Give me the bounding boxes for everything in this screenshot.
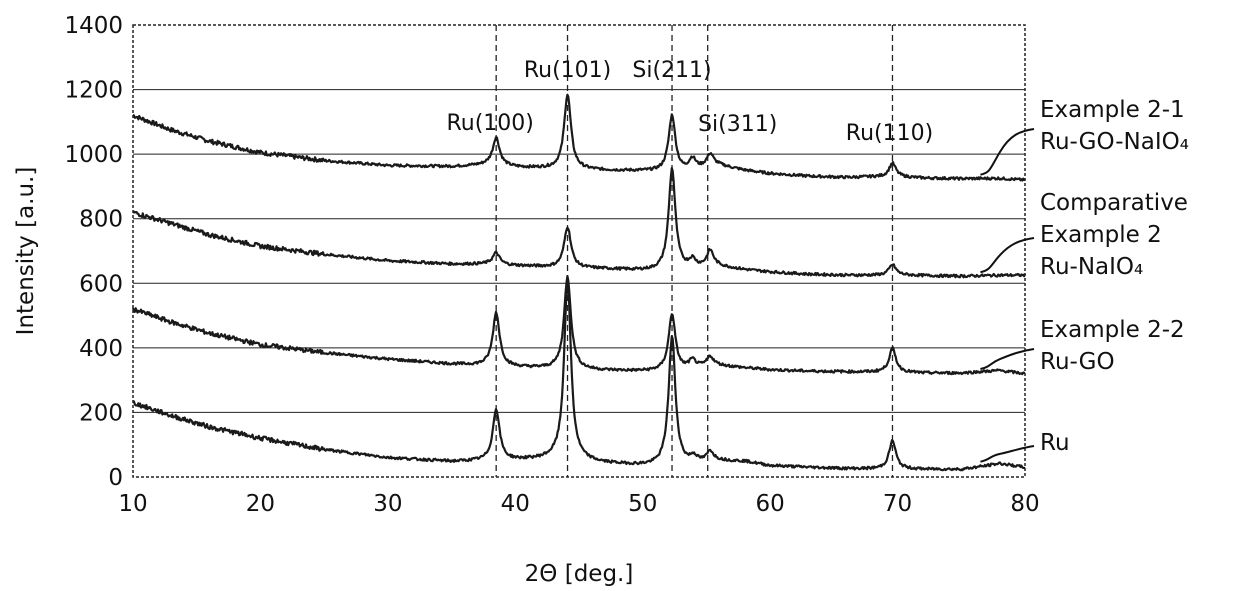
y-tick-label: 800 <box>79 207 123 233</box>
y-tick-label: 1200 <box>64 78 123 104</box>
legend-label: Ru <box>1040 430 1070 456</box>
peak-label: Si(311) <box>698 112 777 137</box>
annotation-layer: Ru(100) Ru(101) Si(211) Si(311) Ru(110) <box>446 58 933 146</box>
x-tick-label: 10 <box>118 491 147 517</box>
legend-label: Ru-NaIO₄ <box>1040 254 1143 280</box>
legend-label: Example 2-1 <box>1040 97 1185 123</box>
y-axis-title: Intensity [a.u.] <box>13 167 39 336</box>
plot-frame <box>133 25 1025 477</box>
y-tick-label: 1400 <box>64 13 123 39</box>
x-tick-label: 30 <box>373 491 402 517</box>
y-tick-label: 600 <box>79 271 123 297</box>
y-tick-label: 200 <box>79 400 123 426</box>
peak-label: Ru(100) <box>446 111 533 136</box>
y-tick-label: 0 <box>108 465 123 491</box>
legend-label: Example 2 <box>1040 222 1162 248</box>
series-line-3 <box>133 279 1025 471</box>
grid-layer <box>133 25 1025 477</box>
peak-label: Si(211) <box>632 58 711 83</box>
legend-leader-line <box>980 446 1034 462</box>
series-line-2 <box>133 276 1025 374</box>
series-line-1 <box>133 168 1025 277</box>
legend-label: Example 2-2 <box>1040 317 1185 343</box>
x-tick-label: 60 <box>756 491 785 517</box>
x-tick-label: 20 <box>246 491 275 517</box>
x-tick-label: 50 <box>628 491 657 517</box>
legend-label: Ru-GO-NaIO₄ <box>1040 129 1189 155</box>
x-axis-title: 2Θ [deg.] <box>525 561 634 587</box>
legend-label: Ru-GO <box>1040 349 1115 375</box>
legend-leader-line <box>980 349 1034 369</box>
y-tick-label: 400 <box>79 336 123 362</box>
legend-label: Comparative <box>1040 190 1188 216</box>
peak-label: Ru(110) <box>846 121 933 146</box>
x-tick-label: 80 <box>1010 491 1039 517</box>
series-layer <box>133 95 1025 471</box>
legend-leader-line <box>980 238 1034 272</box>
x-tick-label: 40 <box>501 491 530 517</box>
legend-leader-line <box>980 129 1034 175</box>
x-tick-label: 70 <box>883 491 912 517</box>
y-tick-label: 1000 <box>64 142 123 168</box>
legend-layer: Example 2-1 Ru-GO-NaIO₄ Comparative Example… <box>980 97 1189 462</box>
peak-label: Ru(101) <box>524 58 611 83</box>
